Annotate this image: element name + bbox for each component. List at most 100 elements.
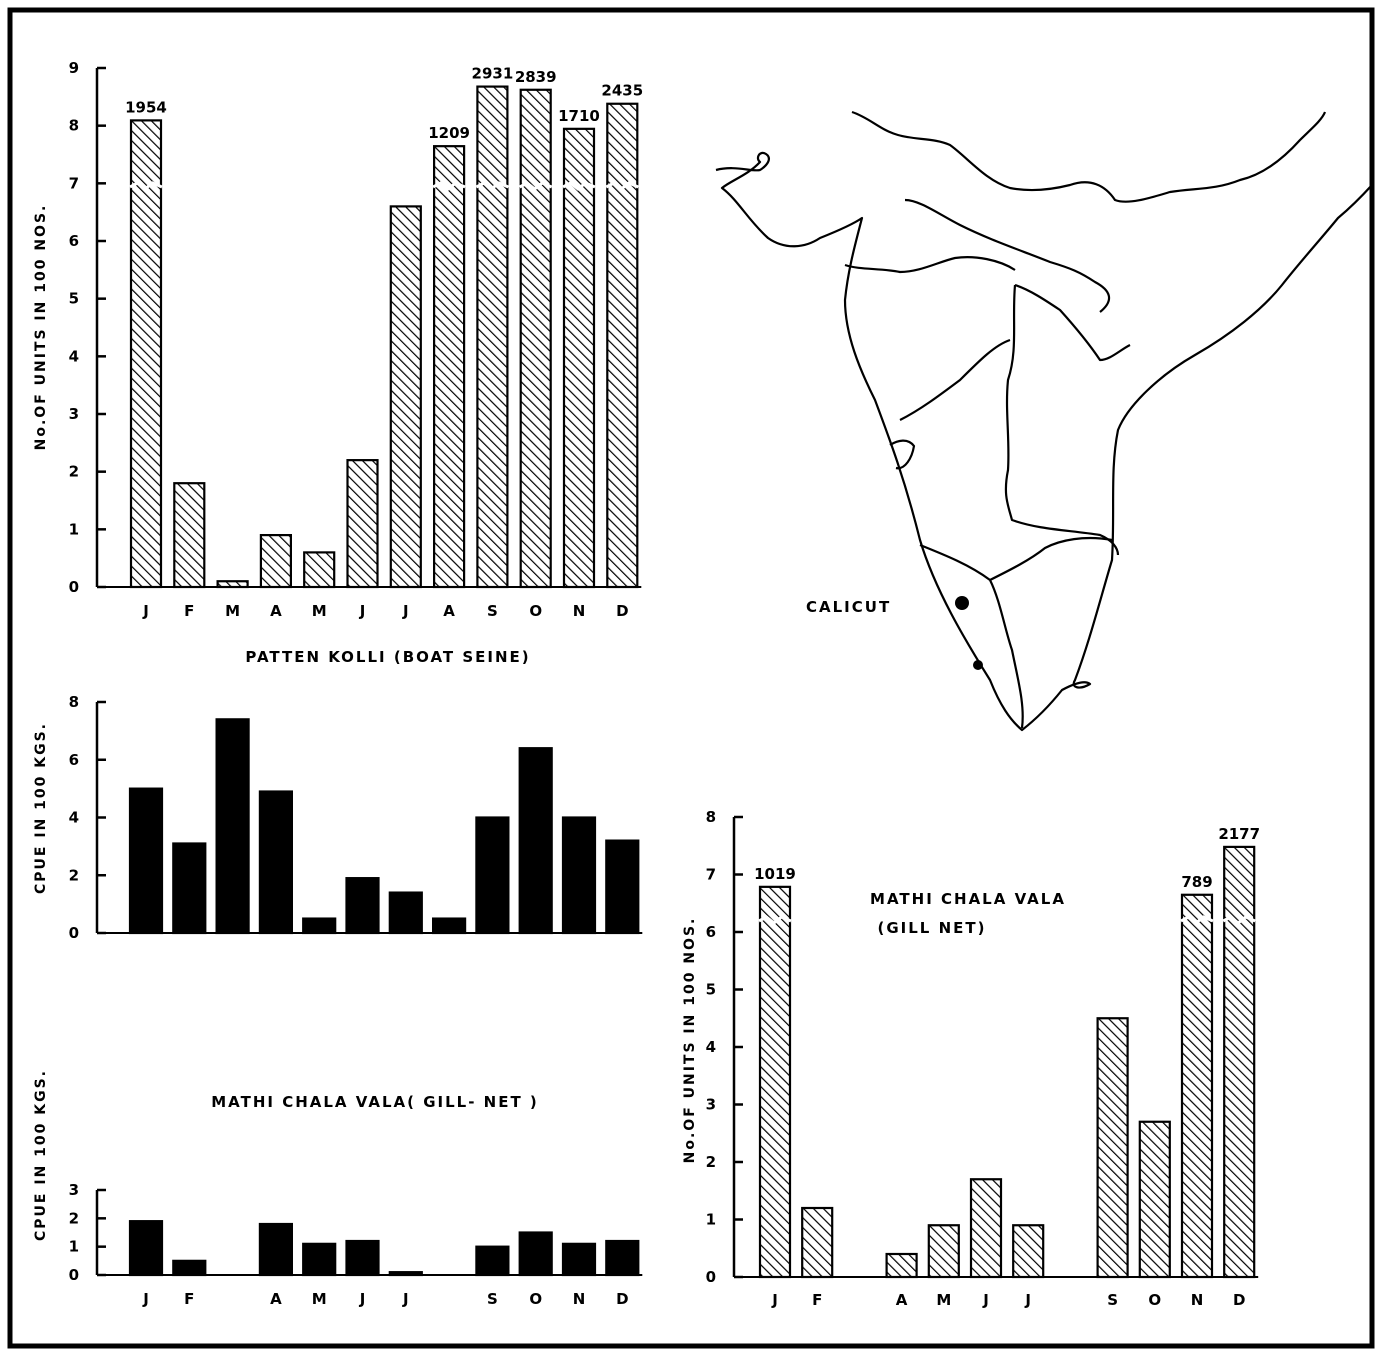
bar-j-0 <box>129 119 163 589</box>
y-axis-title: No.OF UNITS IN 100 NOS. <box>682 917 698 1164</box>
x-tick-label: J <box>402 1290 409 1308</box>
x-tick-label: J <box>402 602 409 620</box>
map-state-border-1 <box>904 198 1111 313</box>
bar-a-3 <box>259 533 292 589</box>
chart-gill-net-units: 0 1 2 3 4 5 6 7 8 1019 J F A M J J S O 789 N 2177 D MATHI CHAL… <box>682 808 1260 1309</box>
bar-o-9 <box>518 747 553 935</box>
y-tick-label: 2 <box>69 463 79 481</box>
y-tick-label: 6 <box>69 751 79 769</box>
y-tick-label: 1 <box>69 1238 79 1256</box>
x-tick-label: M <box>936 1291 951 1309</box>
map-northern-border <box>851 110 1327 203</box>
x-tick-label: M <box>312 1290 327 1308</box>
map-state-border-5 <box>899 338 1011 421</box>
value-label: 2435 <box>601 82 643 100</box>
x-tick-label: D <box>616 1290 628 1308</box>
bar-j-0 <box>128 787 164 935</box>
bar-break-mark <box>1180 915 1214 925</box>
bar-f-1 <box>172 1259 207 1277</box>
bar-m-4 <box>302 1242 337 1277</box>
x-tick-label: J <box>771 1291 778 1309</box>
bar-s-8 <box>475 1245 510 1277</box>
y-tick-label: 2 <box>706 1153 716 1171</box>
x-tick-label: A <box>443 602 455 620</box>
bar-a-7 <box>432 917 467 935</box>
bar-a-3 <box>885 1252 918 1279</box>
figure-frame <box>7 7 1375 1349</box>
town-marker <box>973 660 983 670</box>
y-tick-label: 3 <box>69 405 79 423</box>
y-tick-label: 4 <box>706 1038 716 1056</box>
bar-d-11 <box>606 102 639 589</box>
bar-break-mark <box>1222 915 1256 925</box>
x-tick-label: O <box>529 1290 542 1308</box>
value-label: 1209 <box>428 124 470 142</box>
map-state-border-6 <box>919 543 1024 729</box>
x-tick-label: J <box>359 602 366 620</box>
south-india-map <box>715 110 1373 732</box>
bar-a-7 <box>433 145 466 589</box>
x-tick-label: N <box>1191 1291 1204 1309</box>
bar-break-mark <box>129 181 163 191</box>
bar-j-5 <box>969 1178 1003 1279</box>
bar-n-10 <box>1180 893 1214 1279</box>
bar-j-6 <box>1012 1224 1045 1279</box>
x-tick-label: O <box>529 602 542 620</box>
calicut-marker <box>955 596 969 610</box>
value-label: 2931 <box>472 65 514 83</box>
y-tick-label: 1 <box>706 1211 716 1229</box>
y-tick-label: 2 <box>69 1209 79 1227</box>
map-label-calicut: CALICUT <box>806 598 891 616</box>
y-tick-label: 6 <box>69 232 79 250</box>
x-tick-label: D <box>616 602 628 620</box>
value-label: 1954 <box>125 98 167 116</box>
bar-j-5 <box>345 877 380 935</box>
x-tick-label: F <box>812 1291 822 1309</box>
bar-s-8 <box>475 816 510 935</box>
x-tick-label: S <box>487 1290 498 1308</box>
bar-a-3 <box>258 790 293 935</box>
bar-j-0 <box>128 1220 164 1277</box>
chart-gill-net-cpue: 0 1 2 3 J F A M J J S O N D MATHI CHALA VALA( GILL- NE… <box>33 1069 643 1308</box>
x-tick-label: J <box>1024 1291 1031 1309</box>
x-tick-label: M <box>225 602 240 620</box>
x-tick-label: J <box>142 602 149 620</box>
x-tick-label: A <box>270 602 282 620</box>
bar-n-10 <box>562 127 596 589</box>
y-tick-label: 1 <box>69 520 79 538</box>
y-tick-label: 3 <box>706 1096 716 1114</box>
y-tick-label: 4 <box>69 347 79 365</box>
x-tick-label: O <box>1148 1291 1161 1309</box>
bar-s-8 <box>1096 1017 1129 1279</box>
x-tick-label: J <box>142 1290 149 1308</box>
y-axis-title: No.OF UNITS IN 100 NOS. <box>33 204 49 451</box>
chart-title: MATHI CHALA VALA( GILL- NET ) <box>211 1093 539 1111</box>
x-tick-label: M <box>312 602 327 620</box>
chart-subtitle: (GILL NET) <box>878 919 987 937</box>
y-tick-label: 0 <box>69 924 79 942</box>
value-label: 1019 <box>754 865 796 883</box>
bar-break-mark <box>605 181 639 191</box>
bar-j-6 <box>388 891 423 935</box>
y-tick-label: 7 <box>706 866 716 884</box>
x-tick-label: J <box>982 1291 989 1309</box>
bar-n-10 <box>561 816 597 935</box>
bar-s-8 <box>476 85 509 589</box>
x-tick-label: S <box>487 602 498 620</box>
x-tick-label: D <box>1233 1291 1245 1309</box>
bar-o-9 <box>519 88 552 589</box>
bar-break-mark <box>432 181 466 191</box>
y-tick-label: 0 <box>69 1266 79 1284</box>
bar-d-11 <box>1223 845 1256 1279</box>
chart-boat-seine-cpue: 0 2 4 6 8 CPUE IN 100 KGS. <box>33 693 643 942</box>
value-label: 2177 <box>1218 825 1260 843</box>
bar-d-11 <box>605 1239 640 1277</box>
bar-f-1 <box>172 842 207 935</box>
map-state-border-3 <box>844 256 1016 274</box>
y-tick-label: 8 <box>69 117 79 135</box>
y-tick-label: 0 <box>69 578 79 596</box>
y-tick-label: 5 <box>706 981 716 999</box>
bar-break-mark <box>758 915 792 925</box>
bar-break-mark <box>475 181 509 191</box>
x-tick-label: F <box>184 602 194 620</box>
